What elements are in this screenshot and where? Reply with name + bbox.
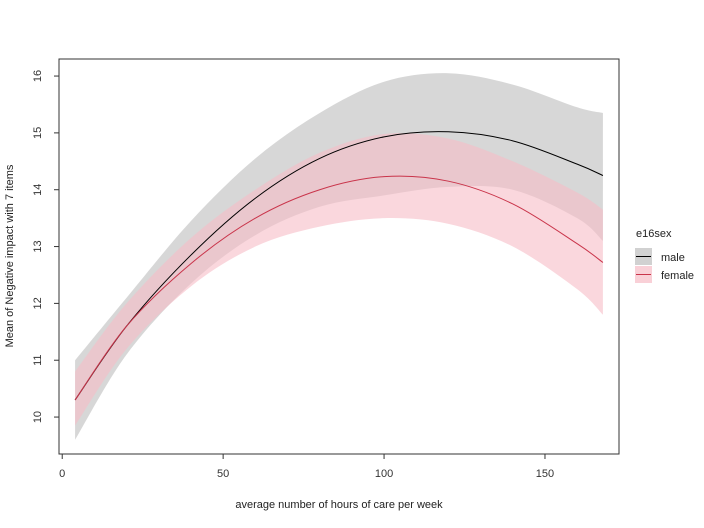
y-tick-label: 10 bbox=[32, 411, 44, 423]
x-axis: 0 50 100 150 bbox=[59, 454, 554, 480]
y-tick-label: 13 bbox=[32, 240, 44, 252]
female-confidence-band bbox=[75, 133, 603, 426]
female-line bbox=[74, 175, 604, 401]
legend-label-male: male bbox=[661, 252, 685, 264]
x-tick-label: 100 bbox=[375, 468, 393, 480]
male-line bbox=[74, 131, 604, 401]
y-tick-label: 12 bbox=[32, 297, 44, 309]
x-axis-title: average number of hours of care per week bbox=[235, 499, 443, 511]
x-tick-label: 0 bbox=[59, 468, 65, 480]
y-tick-label: 14 bbox=[32, 184, 44, 196]
y-tick-label: 11 bbox=[32, 355, 44, 366]
confidence-bands bbox=[75, 73, 603, 440]
y-axis: 10 11 12 13 14 15 16 bbox=[32, 70, 59, 423]
male-confidence-band bbox=[75, 73, 603, 440]
y-tick-label: 16 bbox=[32, 70, 44, 82]
legend-label-female: female bbox=[661, 270, 694, 282]
series-lines bbox=[74, 131, 604, 401]
y-tick-label: 15 bbox=[32, 127, 44, 139]
plot-frame bbox=[58, 58, 620, 455]
legend-title: e16sex bbox=[636, 228, 672, 240]
legend: e16sex male female bbox=[635, 228, 694, 283]
x-tick-label: 150 bbox=[536, 468, 554, 480]
y-axis-title: Mean of Negative impact with 7 items bbox=[4, 164, 16, 347]
x-tick-label: 50 bbox=[217, 468, 229, 480]
